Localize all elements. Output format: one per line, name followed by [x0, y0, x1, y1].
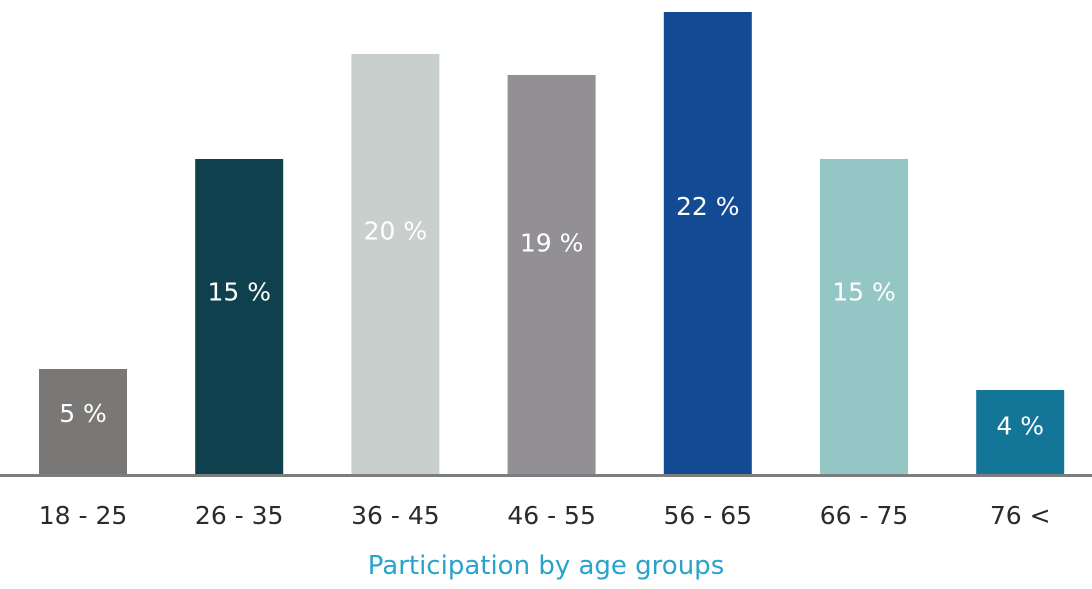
bar-0	[39, 369, 127, 474]
x-tick-label: 36 - 45	[351, 501, 440, 530]
bar-labels-group: 5 % 15 % 20 % 19 % 22 % 15 % 4 %	[59, 192, 1044, 440]
bar-value-label: 15 %	[207, 277, 271, 306]
bar-6	[976, 390, 1065, 474]
x-tick-label: 66 - 75	[820, 501, 909, 530]
x-tick-label: 18 - 25	[39, 501, 128, 530]
bar-value-label: 15 %	[832, 277, 896, 306]
bar-4	[663, 12, 752, 474]
bar-3	[507, 75, 596, 474]
bar-5	[820, 159, 908, 474]
x-tick-label: 76 <	[990, 501, 1051, 530]
x-tick-label: 56 - 65	[664, 501, 753, 530]
bar-value-label: 20 %	[364, 216, 428, 245]
x-tick-label: 26 - 35	[195, 501, 284, 530]
x-tick-label: 46 - 55	[507, 501, 596, 530]
bar-value-label: 22 %	[676, 192, 740, 221]
x-tick-labels-group: 18 - 25 26 - 35 36 - 45 46 - 55 56 - 65 66 - …	[39, 501, 1051, 530]
x-axis-title: Participation by age groups	[368, 551, 724, 581]
bar-value-label: 4 %	[996, 411, 1044, 440]
bar-value-label: 5 %	[59, 399, 107, 428]
bar-1	[195, 159, 284, 474]
bar-2	[351, 54, 440, 474]
bar-value-label: 19 %	[520, 229, 584, 258]
bars-group	[39, 12, 1065, 474]
